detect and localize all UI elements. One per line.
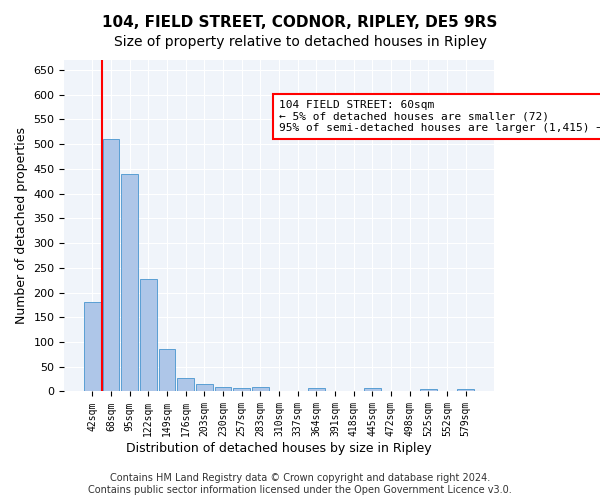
Text: 104 FIELD STREET: 60sqm
← 5% of detached houses are smaller (72)
95% of semi-det: 104 FIELD STREET: 60sqm ← 5% of detached… bbox=[279, 100, 600, 133]
Bar bbox=[420, 389, 437, 392]
Bar bbox=[121, 174, 138, 392]
Bar bbox=[84, 302, 101, 392]
Bar bbox=[158, 350, 175, 392]
Bar bbox=[233, 388, 250, 392]
Text: Size of property relative to detached houses in Ripley: Size of property relative to detached ho… bbox=[113, 35, 487, 49]
Bar bbox=[308, 388, 325, 392]
Bar bbox=[140, 278, 157, 392]
Bar bbox=[457, 389, 474, 392]
Text: Contains HM Land Registry data © Crown copyright and database right 2024.
Contai: Contains HM Land Registry data © Crown c… bbox=[88, 474, 512, 495]
Bar bbox=[215, 386, 232, 392]
Bar bbox=[252, 386, 269, 392]
Text: 104, FIELD STREET, CODNOR, RIPLEY, DE5 9RS: 104, FIELD STREET, CODNOR, RIPLEY, DE5 9… bbox=[103, 15, 497, 30]
X-axis label: Distribution of detached houses by size in Ripley: Distribution of detached houses by size … bbox=[126, 442, 432, 455]
Bar bbox=[196, 384, 212, 392]
Y-axis label: Number of detached properties: Number of detached properties bbox=[15, 127, 28, 324]
Bar bbox=[364, 388, 380, 392]
Bar bbox=[103, 139, 119, 392]
Bar bbox=[177, 378, 194, 392]
